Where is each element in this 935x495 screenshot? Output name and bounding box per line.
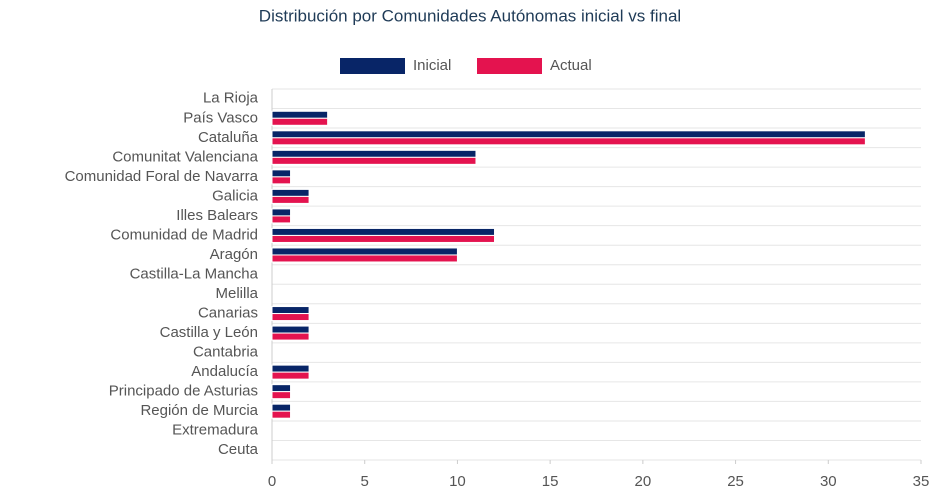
bar	[271, 117, 329, 126]
x-tick-label: 5	[361, 473, 369, 490]
y-tick-label: Canarias	[198, 305, 258, 322]
y-tick-label: Comunidad de Madrid	[110, 226, 258, 243]
y-tick-label: Cantabria	[193, 344, 259, 361]
bar	[271, 247, 458, 256]
bar	[271, 110, 329, 119]
x-tick-label: 30	[820, 473, 837, 490]
y-tick-label: Principado de Asturias	[109, 383, 258, 400]
bar	[271, 410, 292, 419]
chart-title: Distribución por Comunidades Autónomas i…	[259, 6, 681, 25]
bar	[271, 364, 310, 373]
bar	[271, 176, 292, 185]
y-tick-label: Región de Murcia	[140, 402, 258, 419]
y-tick-label: Andalucía	[191, 363, 258, 380]
y-tick-label: Melilla	[215, 285, 258, 302]
y-tick-label: Cataluña	[198, 129, 259, 146]
bar	[271, 403, 292, 412]
x-tick-label: 35	[913, 473, 930, 490]
y-tick-label: Castilla-La Mancha	[130, 265, 259, 282]
x-tick-label: 10	[449, 473, 466, 490]
bar	[271, 254, 458, 263]
bar	[271, 332, 310, 341]
bar	[271, 149, 477, 158]
bar	[271, 137, 866, 146]
bar	[271, 306, 310, 315]
y-tick-label: La Rioja	[203, 90, 259, 107]
bar	[271, 208, 292, 217]
y-tick-label: Comunitat Valenciana	[112, 148, 258, 165]
bar	[271, 391, 292, 400]
x-tick-label: 25	[727, 473, 744, 490]
bar	[271, 234, 496, 243]
y-tick-label: País Vasco	[183, 109, 258, 126]
legend-label: Actual	[550, 57, 592, 74]
bar	[271, 215, 292, 224]
legend-swatch	[477, 58, 542, 74]
x-tick-label: 0	[268, 473, 276, 490]
bar	[271, 195, 310, 204]
y-tick-label: Illes Balears	[176, 207, 258, 224]
x-tick-label: 20	[635, 473, 652, 490]
x-tick-label: 15	[542, 473, 559, 490]
y-tick-label: Extremadura	[172, 422, 259, 439]
y-tick-label: Ceuta	[218, 441, 259, 458]
bar	[271, 130, 866, 139]
y-tick-label: Aragón	[210, 246, 258, 263]
bar	[271, 384, 292, 393]
bar	[271, 156, 477, 165]
legend-swatch	[340, 58, 405, 74]
legend-label: Inicial	[413, 57, 451, 74]
bar	[271, 169, 292, 178]
bar	[271, 188, 310, 197]
bar	[271, 371, 310, 380]
y-tick-label: Castilla y León	[160, 324, 258, 341]
y-tick-label: Galicia	[212, 187, 259, 204]
bar	[271, 325, 310, 334]
bar	[271, 227, 496, 236]
y-tick-label: Comunidad Foral de Navarra	[65, 168, 259, 185]
bar	[271, 313, 310, 322]
